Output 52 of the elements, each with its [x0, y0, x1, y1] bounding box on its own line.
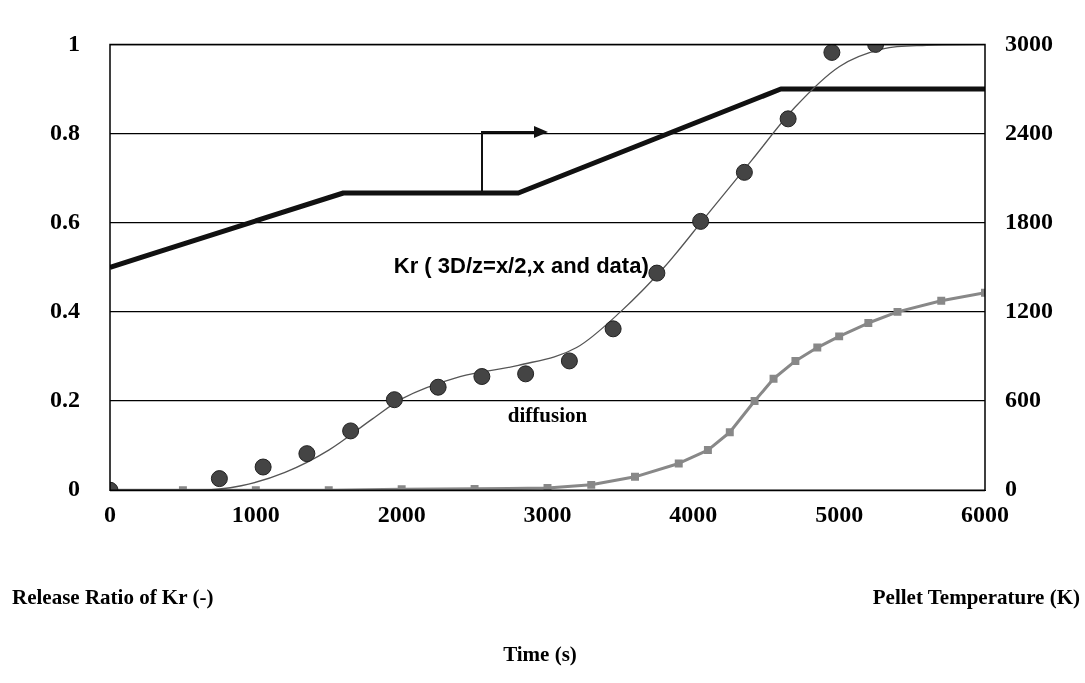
y-tick-label: 0.8 [50, 118, 80, 145]
point [791, 356, 800, 365]
y-tick-label: 0.4 [50, 297, 80, 324]
y-tick-label: 0.2 [50, 386, 80, 413]
point [692, 212, 710, 230]
x-tick-label: 0 [104, 500, 116, 527]
point [429, 378, 447, 396]
point [769, 374, 778, 383]
y2-tick-label: 3000 [1005, 29, 1053, 56]
y-tick-label: 0.6 [50, 207, 80, 234]
point [587, 480, 596, 489]
y2-tick-label: 1200 [1005, 297, 1053, 324]
point [835, 332, 844, 341]
annotation: diffusion [507, 403, 588, 428]
point [560, 352, 578, 370]
point [648, 264, 666, 282]
y2-tick-label: 0 [1005, 475, 1017, 502]
point [703, 446, 712, 455]
text: Pellet Temperature (K) [872, 585, 1080, 610]
y2-tick-label: 1800 [1005, 207, 1053, 234]
text: Release Ratio of Kr (-) [12, 585, 214, 610]
point [779, 110, 797, 128]
y-tick-label: 1 [68, 29, 80, 56]
point [631, 472, 639, 481]
x-tick-label: 3000 [523, 500, 572, 527]
point [823, 44, 841, 61]
y2-tick-label: 2400 [1005, 118, 1053, 145]
point [735, 163, 753, 181]
point [937, 296, 946, 305]
point [385, 391, 403, 409]
point [893, 307, 902, 316]
point [517, 365, 535, 383]
x-tick-label: 4000 [669, 500, 718, 527]
y2-tick-label: 600 [1005, 386, 1041, 413]
point [813, 343, 822, 352]
point [604, 320, 622, 338]
point [342, 422, 360, 440]
annotation: Kr ( 3D/z=x/2,x and data) [393, 253, 649, 279]
x-tick-label: 2000 [377, 500, 426, 527]
x-tick-label: 5000 [815, 500, 864, 527]
text: Time (s) [503, 642, 577, 667]
point [473, 368, 491, 386]
point [750, 397, 759, 406]
point [210, 470, 228, 488]
point [864, 319, 873, 327]
point [725, 428, 734, 437]
x-tick-label: 6000 [961, 500, 1009, 527]
y-tick-label: 0 [68, 475, 80, 502]
point [254, 458, 272, 476]
point [674, 459, 683, 468]
point [298, 445, 316, 463]
x-tick-label: 1000 [231, 500, 280, 527]
